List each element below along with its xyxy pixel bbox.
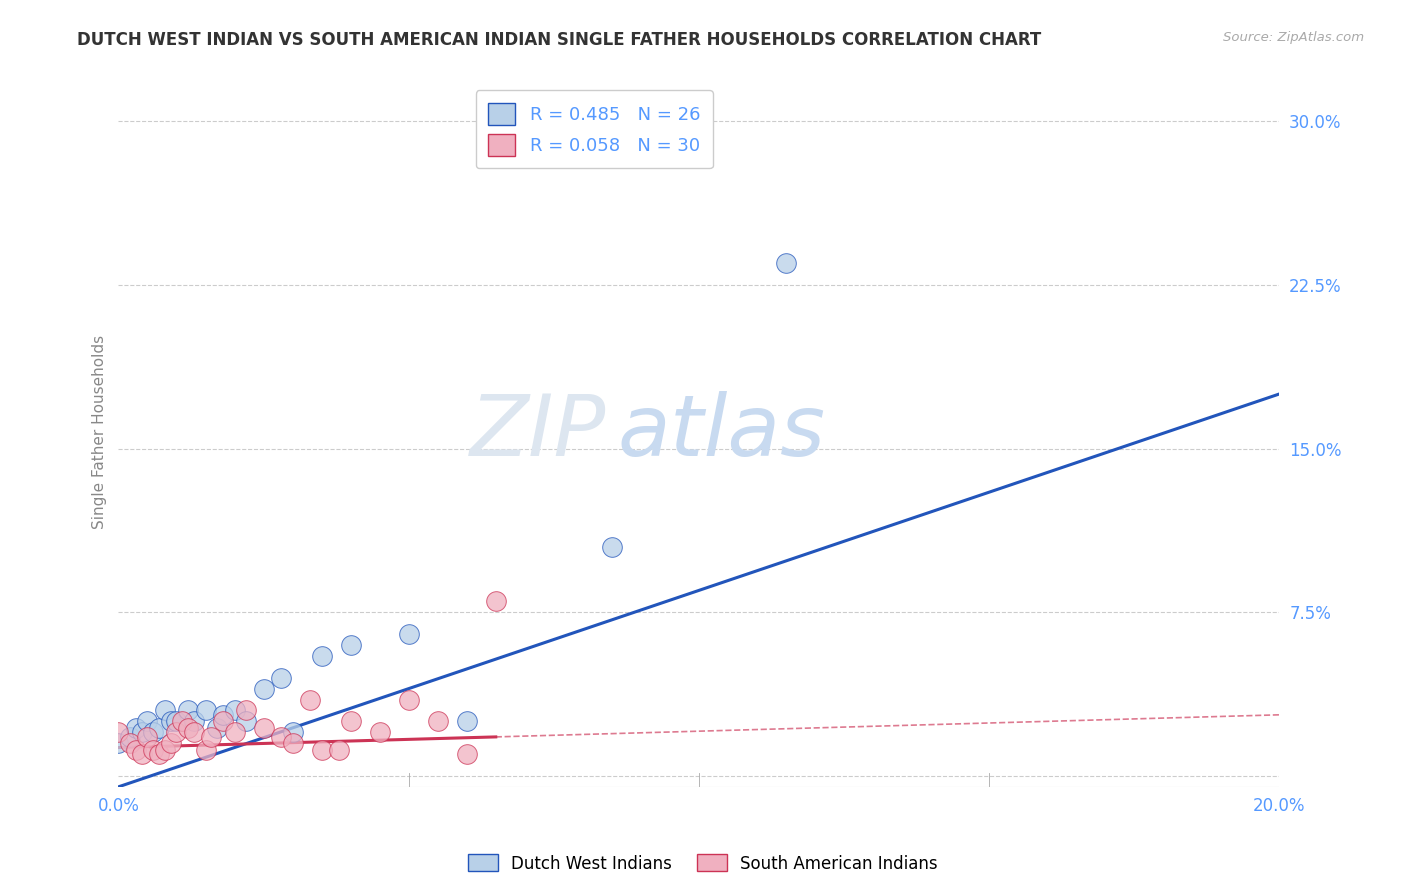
- Point: [194, 743, 217, 757]
- Point: [775, 256, 797, 270]
- Point: [281, 736, 304, 750]
- Point: [166, 725, 188, 739]
- Point: [368, 725, 391, 739]
- Point: [600, 540, 623, 554]
- Point: [252, 721, 274, 735]
- Legend: R = 0.485   N = 26, R = 0.058   N = 30: R = 0.485 N = 26, R = 0.058 N = 30: [475, 90, 713, 169]
- Point: [136, 730, 159, 744]
- Point: [456, 714, 478, 729]
- Text: ZIP: ZIP: [470, 391, 606, 474]
- Text: DUTCH WEST INDIAN VS SOUTH AMERICAN INDIAN SINGLE FATHER HOUSEHOLDS CORRELATION : DUTCH WEST INDIAN VS SOUTH AMERICAN INDI…: [77, 31, 1042, 49]
- Point: [159, 736, 181, 750]
- Point: [339, 638, 361, 652]
- Point: [177, 721, 200, 735]
- Point: [166, 714, 188, 729]
- Point: [298, 692, 321, 706]
- Point: [131, 725, 153, 739]
- Point: [118, 736, 141, 750]
- Point: [339, 714, 361, 729]
- Point: [183, 714, 205, 729]
- Point: [311, 648, 333, 663]
- Point: [212, 707, 235, 722]
- Point: [398, 692, 420, 706]
- Point: [177, 703, 200, 717]
- Point: [131, 747, 153, 761]
- Point: [148, 747, 170, 761]
- Point: [200, 730, 222, 744]
- Point: [311, 743, 333, 757]
- Text: atlas: atlas: [617, 391, 825, 474]
- Y-axis label: Single Father Households: Single Father Households: [93, 335, 107, 529]
- Point: [270, 671, 292, 685]
- Point: [172, 714, 194, 729]
- Point: [107, 736, 129, 750]
- Point: [224, 703, 246, 717]
- Point: [148, 721, 170, 735]
- Point: [194, 703, 217, 717]
- Point: [183, 725, 205, 739]
- Point: [107, 725, 129, 739]
- Point: [142, 725, 165, 739]
- Point: [125, 743, 148, 757]
- Point: [281, 725, 304, 739]
- Point: [235, 714, 257, 729]
- Point: [224, 725, 246, 739]
- Point: [212, 714, 235, 729]
- Point: [125, 721, 148, 735]
- Point: [328, 743, 350, 757]
- Point: [205, 721, 228, 735]
- Point: [142, 743, 165, 757]
- Point: [153, 703, 176, 717]
- Point: [426, 714, 449, 729]
- Text: Source: ZipAtlas.com: Source: ZipAtlas.com: [1223, 31, 1364, 45]
- Point: [485, 594, 508, 608]
- Legend: Dutch West Indians, South American Indians: Dutch West Indians, South American India…: [461, 847, 945, 880]
- Point: [136, 714, 159, 729]
- Point: [252, 681, 274, 696]
- Point: [159, 714, 181, 729]
- Point: [153, 743, 176, 757]
- Point: [118, 730, 141, 744]
- Point: [235, 703, 257, 717]
- Point: [398, 627, 420, 641]
- Point: [270, 730, 292, 744]
- Point: [456, 747, 478, 761]
